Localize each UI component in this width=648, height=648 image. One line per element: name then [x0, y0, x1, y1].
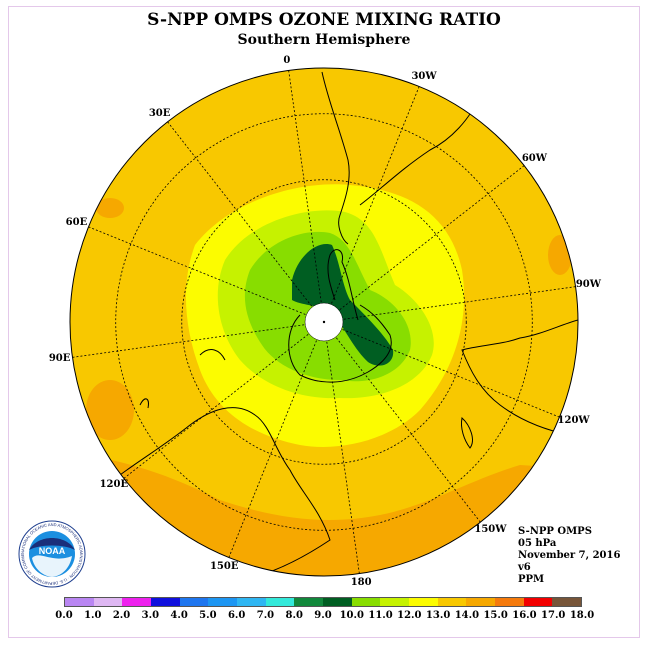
colorbar-tick-label: 3.0: [136, 610, 164, 621]
colorbar-tick-label: 6.0: [223, 610, 251, 621]
colorbar-tick-label: 0.0: [50, 610, 78, 621]
colorbar-tick-label: 10.0: [338, 610, 366, 621]
south-pole-marker: [323, 321, 325, 323]
colorbar-swatch: [438, 598, 467, 606]
colorbar-tick-label: 4.0: [165, 610, 193, 621]
colorbar-swatch: [65, 598, 94, 606]
colorbar-tick-label: 13.0: [424, 610, 452, 621]
longitude-label: 120E: [100, 479, 128, 490]
colorbar-tick-label: 7.0: [251, 610, 279, 621]
colorbar-swatch: [151, 598, 180, 606]
colorbar-ticks: 0.0 1.0 2.0 3.0 4.0 5.0 6.0 7.0 8.0 9.0 10.0 11.0 12…: [50, 610, 596, 624]
colorbar-tick-label: 14.0: [453, 610, 481, 621]
colorbar-swatch: [495, 598, 524, 606]
colorbar-swatch: [409, 598, 438, 606]
colorbar-tick-label: 2.0: [108, 610, 136, 621]
colorbar-tick-label: 12.0: [395, 610, 423, 621]
colorbar-swatch: [94, 598, 123, 606]
colorbar-tick-label: 5.0: [194, 610, 222, 621]
colorbar-swatch: [524, 598, 553, 606]
longitude-label: 60E: [62, 217, 90, 228]
colorbar-tick-label: 16.0: [510, 610, 538, 621]
colorbar-swatch: [266, 598, 295, 606]
longitude-label: 150W: [474, 524, 502, 535]
info-level: 05 hPa: [518, 538, 620, 550]
longitude-label: 0: [273, 55, 301, 66]
colorbar-swatch: [466, 598, 495, 606]
colorbar-swatch: [180, 598, 209, 606]
longitude-label: 120W: [558, 415, 586, 426]
longitude-label: 180: [347, 577, 375, 588]
longitude-label: 150E: [210, 561, 238, 572]
noaa-logo: NOAA NATIONAL OCEANIC AND ATMOSPHERIC AD…: [18, 520, 86, 588]
colorbar-swatch: [122, 598, 151, 606]
colorbar-tick-label: 1.0: [79, 610, 107, 621]
info-date: November 7, 2016: [518, 550, 620, 562]
longitude-label: 30E: [146, 108, 174, 119]
longitude-label: 90W: [574, 279, 602, 290]
colorbar-tick-label: 15.0: [482, 610, 510, 621]
colorbar-swatch: [352, 598, 381, 606]
colorbar-tick-label: 17.0: [539, 610, 567, 621]
longitude-label: 60W: [520, 153, 548, 164]
colorbar-swatch: [208, 598, 237, 606]
colorbar-swatch: [380, 598, 409, 606]
info-panel: S-NPP OMPS 05 hPa November 7, 2016 v6 PP…: [518, 526, 620, 586]
colorbar-swatch: [552, 598, 581, 606]
colorbar-swatch: [294, 598, 323, 606]
colorbar-swatch: [323, 598, 352, 606]
longitude-label: 30W: [410, 71, 438, 82]
info-instrument: S-NPP OMPS: [518, 526, 620, 538]
colorbar: [64, 597, 582, 607]
ozone-patch-15ppm: [548, 235, 572, 275]
longitude-label: 90E: [46, 353, 74, 364]
noaa-logo-text: NOAA: [39, 546, 66, 556]
colorbar-tick-label: 9.0: [309, 610, 337, 621]
info-version: v6: [518, 562, 620, 574]
colorbar-tick-label: 18.0: [568, 610, 596, 621]
colorbar-tick-label: 8.0: [280, 610, 308, 621]
colorbar-tick-label: 11.0: [367, 610, 395, 621]
info-units: PPM: [518, 574, 620, 586]
colorbar-swatch: [237, 598, 266, 606]
